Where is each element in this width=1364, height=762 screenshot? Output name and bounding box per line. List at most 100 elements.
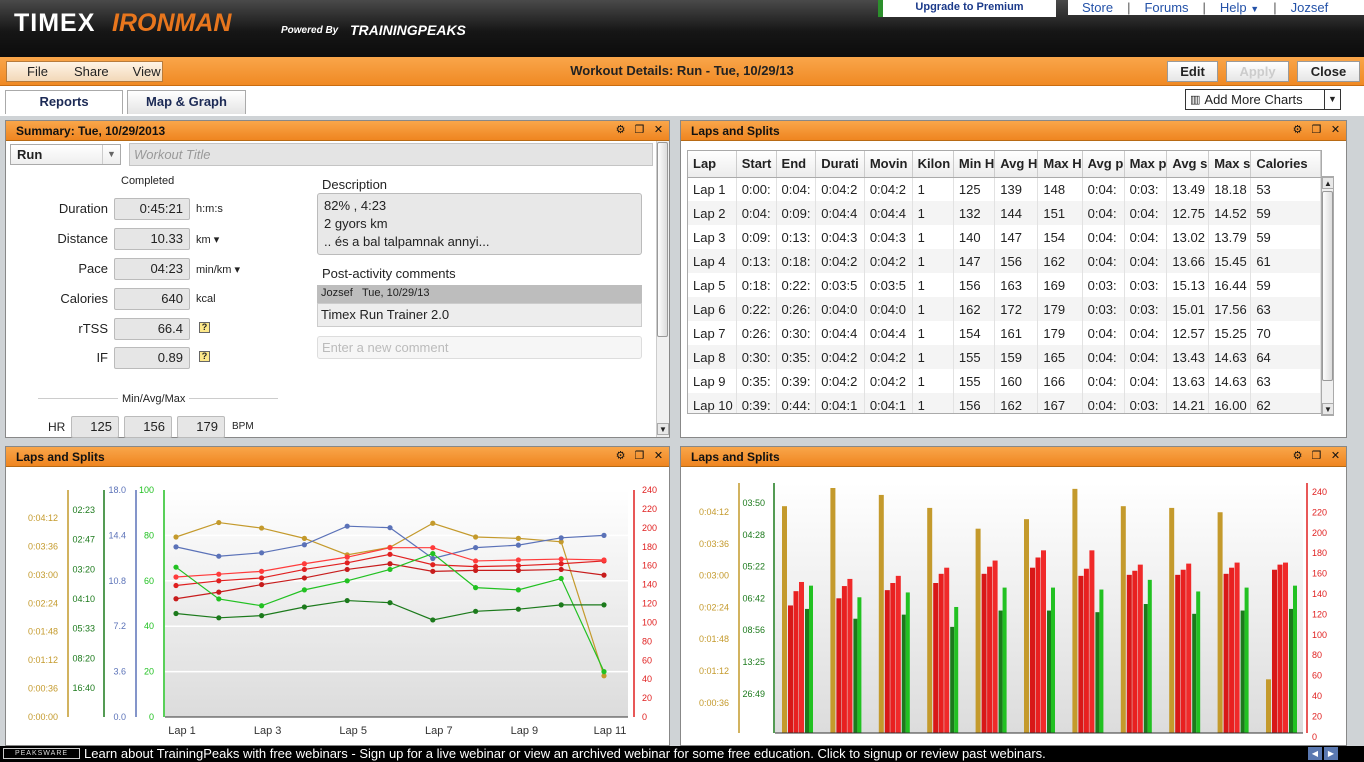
laps-table-scrollbar[interactable]: ▲ ▼ bbox=[1321, 176, 1334, 416]
close-icon[interactable]: ✕ bbox=[653, 450, 664, 462]
duration-value[interactable]: 0:45:21 bbox=[114, 198, 190, 220]
scroll-thumb[interactable] bbox=[657, 142, 668, 337]
hr-max-value[interactable]: 179 bbox=[177, 416, 225, 438]
column-header[interactable]: Max p bbox=[1124, 151, 1168, 178]
help-icon[interactable]: ? bbox=[199, 322, 210, 333]
hr-avg-value[interactable]: 156 bbox=[124, 416, 172, 438]
axis-tick-label: 3.6 bbox=[113, 667, 126, 677]
gear-icon[interactable]: ⚙ bbox=[615, 450, 626, 462]
close-icon[interactable]: ✕ bbox=[653, 124, 664, 136]
axis-tick-label: 0:00:00 bbox=[28, 712, 58, 722]
table-cell: 156 bbox=[994, 249, 1039, 273]
column-header[interactable]: Avg H bbox=[994, 151, 1039, 178]
footer-banner[interactable]: PEAKSWARE Learn about TrainingPeaks with… bbox=[0, 746, 1364, 762]
axis-tick-label: 180 bbox=[1312, 548, 1327, 558]
forums-link[interactable]: Forums bbox=[1144, 0, 1189, 15]
rtss-value[interactable]: 66.4 bbox=[114, 318, 190, 340]
speed-series-point bbox=[173, 544, 179, 550]
distance-unit-select[interactable]: km ▾ bbox=[196, 234, 220, 246]
user-menu[interactable]: Jozsef bbox=[1290, 0, 1329, 15]
column-header[interactable]: Avg p bbox=[1082, 151, 1125, 178]
file-menu[interactable]: File bbox=[27, 64, 48, 79]
restore-icon[interactable]: ❐ bbox=[1311, 450, 1322, 462]
pace-value[interactable]: 04:23 bbox=[114, 258, 190, 280]
table-row[interactable]: Lap 4 0:13: 0:18: 0:04:2 0:04:2 1 147 156 162 0:0… bbox=[688, 249, 1321, 273]
scroll-down-icon[interactable]: ▼ bbox=[657, 423, 669, 435]
pace-bar bbox=[998, 610, 1003, 733]
table-row[interactable]: Lap 2 0:04: 0:09: 0:04:4 0:04:4 1 132 144 151 0:0… bbox=[688, 201, 1321, 225]
table-row[interactable]: Lap 8 0:30: 0:35: 0:04:2 0:04:2 1 155 159 165 0:0… bbox=[688, 345, 1321, 369]
axis-tick-label: 80 bbox=[1312, 650, 1322, 660]
close-icon[interactable]: ✕ bbox=[1330, 124, 1341, 136]
avg-hr-series-point bbox=[558, 561, 564, 567]
table-cell: 140 bbox=[953, 225, 996, 249]
close-icon[interactable]: ✕ bbox=[1330, 450, 1341, 462]
next-icon[interactable]: ▶ bbox=[1324, 747, 1338, 760]
gear-icon[interactable]: ⚙ bbox=[1292, 124, 1303, 136]
axis-tick-label: 0:04:12 bbox=[699, 507, 729, 517]
column-header[interactable]: Kilon bbox=[912, 151, 954, 178]
restore-icon[interactable]: ❐ bbox=[634, 124, 645, 136]
hr-bar bbox=[847, 578, 853, 733]
table-cell: 0:04: bbox=[1082, 393, 1125, 413]
column-header[interactable]: End bbox=[776, 151, 817, 178]
share-menu[interactable]: Share bbox=[73, 64, 109, 79]
pace-series-point bbox=[216, 615, 222, 621]
table-row[interactable]: Lap 1 0:00: 0:04: 0:04:2 0:04:2 1 125 139 148 0:0… bbox=[688, 177, 1321, 201]
tab-map-graph[interactable]: Map & Graph bbox=[127, 90, 246, 114]
restore-icon[interactable]: ❐ bbox=[1311, 124, 1322, 136]
gear-icon[interactable]: ⚙ bbox=[1292, 450, 1303, 462]
table-cell: 0:04:2 bbox=[864, 345, 913, 369]
column-header[interactable]: Start bbox=[736, 151, 777, 178]
store-link[interactable]: Store bbox=[1082, 0, 1114, 15]
axis-tick-label: 120 bbox=[642, 599, 657, 609]
table-row[interactable]: Lap 9 0:35: 0:39: 0:04:2 0:04:2 1 155 160 166 0:0… bbox=[688, 369, 1321, 393]
axis-tick-label: 20 bbox=[642, 693, 652, 703]
table-row[interactable]: Lap 3 0:09: 0:13: 0:04:3 0:04:3 1 140 147 154 0:0… bbox=[688, 225, 1321, 249]
if-value[interactable]: 0.89 bbox=[114, 347, 190, 369]
hr-min-value[interactable]: 125 bbox=[71, 416, 119, 438]
gear-icon[interactable]: ⚙ bbox=[615, 124, 626, 136]
table-row[interactable]: Lap 10 0:39: 0:44: 0:04:1 0:04:1 1 156 162 167 0:… bbox=[688, 393, 1321, 413]
table-row[interactable]: Lap 7 0:26: 0:30: 0:04:4 0:04:4 1 154 161 179 0:0… bbox=[688, 321, 1321, 345]
upgrade-premium-link[interactable]: Upgrade to Premium bbox=[878, 0, 1056, 17]
column-header[interactable]: Avg s bbox=[1166, 151, 1210, 178]
workout-title-input[interactable]: Workout Title bbox=[129, 143, 653, 166]
avg-hr-series-point bbox=[515, 563, 521, 569]
sport-select[interactable]: Run ▼ bbox=[10, 144, 121, 165]
calories-value[interactable]: 640 bbox=[114, 288, 190, 310]
scroll-down-icon[interactable]: ▼ bbox=[1322, 403, 1334, 415]
webinar-message[interactable]: Learn about TrainingPeaks with free webi… bbox=[84, 746, 1046, 761]
view-menu[interactable]: View bbox=[132, 64, 161, 79]
edit-button[interactable]: Edit bbox=[1167, 61, 1218, 82]
summary-scrollbar[interactable]: ▼ bbox=[656, 141, 669, 437]
hr-bar bbox=[1078, 575, 1084, 733]
column-header[interactable]: Max s bbox=[1208, 151, 1252, 178]
hr-bar bbox=[788, 605, 793, 733]
column-header[interactable]: Durati bbox=[815, 151, 865, 178]
distance-value[interactable]: 10.33 bbox=[114, 228, 190, 250]
restore-icon[interactable]: ❐ bbox=[634, 450, 645, 462]
help-icon[interactable]: ? bbox=[199, 351, 210, 362]
column-header[interactable]: Max H bbox=[1037, 151, 1083, 178]
column-header[interactable]: Movin bbox=[864, 151, 913, 178]
table-row[interactable]: Lap 5 0:18: 0:22: 0:03:5 0:03:5 1 156 163 169 0:0… bbox=[688, 273, 1321, 297]
column-header[interactable]: Calories bbox=[1250, 151, 1321, 178]
pace-unit-select[interactable]: min/km ▾ bbox=[196, 264, 241, 276]
close-button[interactable]: Close bbox=[1297, 61, 1360, 82]
table-cell: 63 bbox=[1250, 369, 1321, 393]
description-textarea[interactable]: 82% , 4:23 2 gyors km .. és a bal talpam… bbox=[317, 193, 642, 255]
column-header[interactable]: Min H bbox=[953, 151, 996, 178]
table-row[interactable]: Lap 6 0:22: 0:26: 0:04:0 0:04:0 1 162 172 179 0:0… bbox=[688, 297, 1321, 321]
table-cell: 0:13: bbox=[736, 249, 777, 273]
prev-icon[interactable]: ◀ bbox=[1308, 747, 1322, 760]
new-comment-input[interactable]: Enter a new comment bbox=[317, 336, 642, 359]
tab-reports[interactable]: Reports bbox=[5, 90, 123, 114]
add-more-charts-dropdown[interactable]: ▥ Add More Charts ▼ bbox=[1185, 89, 1341, 110]
table-cell: 1 bbox=[912, 177, 954, 201]
scroll-thumb[interactable] bbox=[1322, 191, 1333, 381]
apply-button[interactable]: Apply bbox=[1226, 61, 1289, 82]
help-link[interactable]: Help ▼ bbox=[1219, 0, 1260, 15]
column-header[interactable]: Lap bbox=[688, 151, 737, 178]
scroll-up-icon[interactable]: ▲ bbox=[1322, 177, 1334, 189]
